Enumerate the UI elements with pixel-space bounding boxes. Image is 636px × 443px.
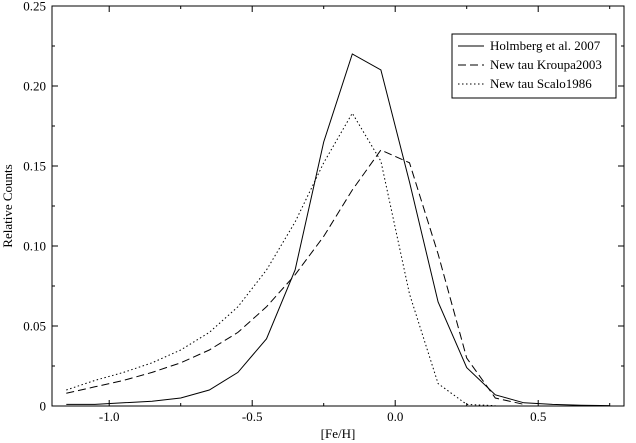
y-axis-title: Relative Counts	[0, 164, 15, 247]
legend-box	[451, 33, 617, 99]
y-tick-label: 0.25	[23, 0, 46, 14]
x-tick-label: 0.5	[530, 409, 546, 424]
legend-label-scalo: New tau Scalo1986	[490, 76, 592, 91]
y-tick-label: 0	[40, 399, 47, 414]
legend-label-holmberg: Holmberg et al. 2007	[490, 38, 601, 53]
x-axis-ticks: -1.0 -0.5 0.0 0.5	[99, 6, 611, 424]
y-tick-label: 0.20	[23, 79, 46, 94]
y-axis-ticks: 0 0.05 0.10 0.15 0.20 0.25	[23, 0, 624, 414]
y-tick-label: 0.10	[23, 239, 46, 254]
x-tick-label: -1.0	[99, 409, 120, 424]
y-tick-label: 0.15	[23, 159, 46, 174]
x-axis-title: [Fe/H]	[321, 426, 356, 441]
series-layer	[66, 53, 610, 407]
x-tick-label: 0.0	[387, 409, 403, 424]
x-tick-label: -0.5	[242, 409, 263, 424]
legend-label-kroupa: New tau Kroupa2003	[490, 57, 602, 72]
series-line-kroupa	[66, 149, 525, 405]
y-tick-label: 0.05	[23, 319, 46, 334]
series-line-holmberg	[66, 53, 610, 407]
legend: Holmberg et al. 2007 New tau Kroupa2003 …	[451, 33, 617, 99]
